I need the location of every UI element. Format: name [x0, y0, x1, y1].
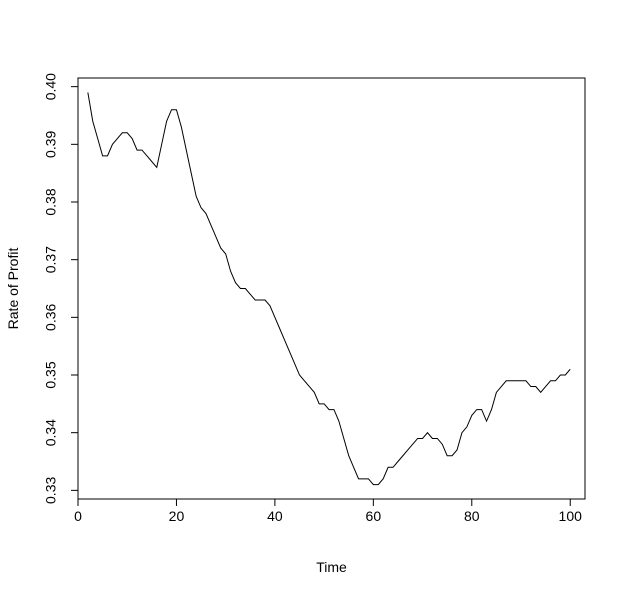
x-tick-label: 20	[169, 508, 185, 524]
x-tick-label: 80	[464, 508, 480, 524]
plot-frame	[77, 77, 586, 500]
x-tick-label: 60	[366, 508, 382, 524]
x-tick-label: 40	[267, 508, 283, 524]
y-tick-label: 0.38	[43, 188, 59, 215]
y-tick-label: 0.35	[43, 361, 59, 388]
y-tick-label: 0.34	[43, 419, 59, 446]
series-line	[87, 92, 571, 486]
y-tick-label: 0.40	[43, 73, 59, 100]
x-axis: 0 20 40 60 80 100	[74, 499, 582, 524]
x-tick-label: 0	[74, 508, 82, 524]
x-axis-label: Time	[316, 559, 347, 575]
x-tick-label: 100	[559, 508, 583, 524]
y-tick-label: 0.36	[43, 303, 59, 330]
y-tick-label: 0.37	[43, 246, 59, 273]
y-axis: 0.33 0.34 0.35 0.36 0.37 0.38 0.39 0.40	[43, 73, 78, 504]
y-tick-label: 0.39	[43, 130, 59, 157]
y-tick-label: 0.33	[43, 477, 59, 504]
y-axis-label: Rate of Profit	[5, 248, 21, 330]
